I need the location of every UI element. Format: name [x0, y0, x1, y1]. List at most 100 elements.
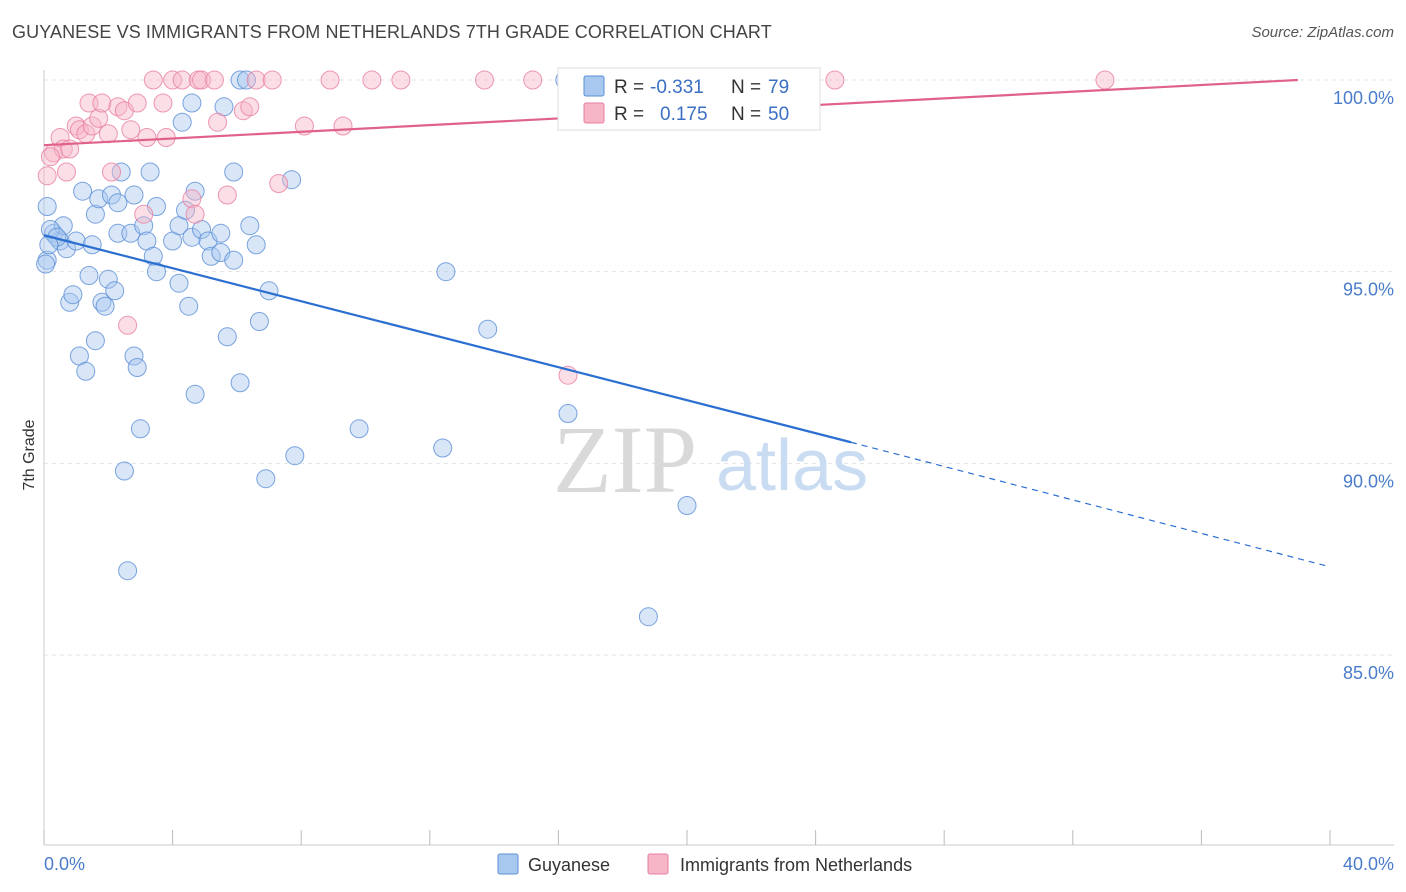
point-guyanese [230, 70, 250, 90]
point-guyanese [182, 93, 202, 113]
point-guyanese [256, 469, 276, 489]
point-netherlands [475, 70, 494, 90]
legend-r-label-1: R = [614, 77, 644, 98]
point-guyanese [172, 112, 192, 132]
point-guyanese [201, 246, 221, 266]
y-tick-label: 100.0% [1333, 88, 1394, 108]
point-guyanese [108, 193, 128, 213]
y-tick-label: 95.0% [1343, 280, 1394, 300]
legend-n-label-1: N = [731, 77, 761, 98]
chart-source: Source: ZipAtlas.com [1251, 24, 1394, 41]
point-guyanese [102, 185, 121, 205]
point-netherlands [825, 70, 845, 90]
point-netherlands [121, 120, 141, 140]
point-guyanese [37, 197, 57, 216]
point-netherlands [208, 112, 228, 132]
point-guyanese [185, 181, 205, 201]
point-guyanese [118, 561, 138, 581]
point-netherlands [192, 70, 211, 90]
point-guyanese [638, 607, 658, 627]
bottom-legend-swatch-netherlands [647, 853, 669, 875]
point-netherlands [163, 70, 183, 90]
point-netherlands [185, 204, 205, 224]
point-guyanese [114, 461, 134, 481]
bottom-legend-label-guyanese: Guyanese [528, 855, 610, 875]
x-tick-label-min: 0.0% [44, 854, 85, 874]
point-guyanese [140, 162, 160, 182]
point-netherlands [320, 70, 340, 90]
point-guyanese [217, 327, 237, 347]
chart-title: GUYANESE VS IMMIGRANTS FROM NETHERLANDS … [12, 22, 772, 42]
point-guyanese [82, 235, 102, 255]
point-netherlands [89, 108, 109, 128]
point-guyanese [179, 296, 199, 316]
y-tick-labels: 85.0% 90.0% 95.0% 100.0% [1333, 88, 1394, 683]
point-netherlands [204, 70, 224, 90]
point-guyanese [73, 181, 93, 201]
point-netherlands [37, 166, 57, 186]
point-netherlands [269, 174, 289, 193]
point-guyanese [211, 223, 231, 243]
point-guyanese [134, 216, 154, 236]
y-tick-label: 90.0% [1343, 471, 1394, 491]
point-netherlands [333, 116, 353, 136]
watermark: ZIP atlas [553, 406, 868, 513]
axes [43, 70, 1394, 846]
point-guyanese [98, 269, 118, 289]
data-points [36, 70, 1115, 627]
point-netherlands [1095, 70, 1115, 90]
point-guyanese [95, 296, 115, 316]
point-netherlands [262, 70, 282, 90]
point-netherlands [82, 116, 102, 136]
point-guyanese [143, 246, 163, 266]
stats-legend: R = -0.331 N = 79 R = 0.175 N = 50 [557, 67, 821, 131]
point-guyanese [60, 292, 80, 312]
point-netherlands [98, 124, 118, 144]
grid-lines [44, 79, 1394, 656]
point-guyanese [108, 223, 128, 243]
point-guyanese [85, 331, 105, 351]
point-guyanese [182, 227, 202, 247]
point-guyanese [36, 254, 56, 274]
y-tick-label: 85.0% [1343, 663, 1394, 683]
point-netherlands [153, 93, 173, 113]
point-netherlands [127, 93, 147, 113]
point-guyanese [89, 189, 109, 209]
trend-line-guyanese-extension [850, 441, 1331, 568]
point-netherlands [240, 97, 260, 117]
point-netherlands [40, 147, 60, 167]
legend-r-value-1: -0.331 [650, 77, 704, 98]
legend-swatch-netherlands [583, 102, 605, 124]
point-guyanese [76, 361, 96, 381]
point-netherlands [118, 315, 138, 335]
series-legend: Guyanese Immigrants from Netherlands [497, 853, 912, 875]
point-guyanese [237, 70, 256, 90]
point-guyanese [436, 262, 456, 282]
point-guyanese [130, 419, 150, 439]
point-netherlands [137, 128, 157, 147]
bottom-legend-label-netherlands: Immigrants from Netherlands [680, 855, 912, 875]
point-netherlands [92, 93, 112, 113]
point-guyanese [433, 438, 453, 458]
legend-swatch-guyanese [583, 75, 605, 97]
point-netherlands [391, 70, 411, 90]
point-guyanese [85, 204, 105, 224]
point-guyanese [169, 273, 189, 293]
point-guyanese [185, 384, 205, 404]
point-guyanese [230, 373, 250, 393]
point-netherlands [143, 70, 163, 90]
point-netherlands [246, 70, 266, 90]
point-netherlands [57, 162, 76, 182]
legend-n-value-1: 79 [768, 77, 789, 98]
point-netherlands [217, 185, 237, 205]
point-netherlands [172, 70, 192, 90]
point-guyanese [124, 346, 144, 366]
legend-r-value-2: 0.175 [660, 104, 708, 125]
point-guyanese [63, 285, 83, 305]
point-guyanese [53, 216, 73, 236]
point-guyanese [92, 292, 112, 312]
point-guyanese [40, 220, 60, 239]
point-guyanese [105, 281, 125, 301]
point-guyanese [111, 162, 131, 182]
